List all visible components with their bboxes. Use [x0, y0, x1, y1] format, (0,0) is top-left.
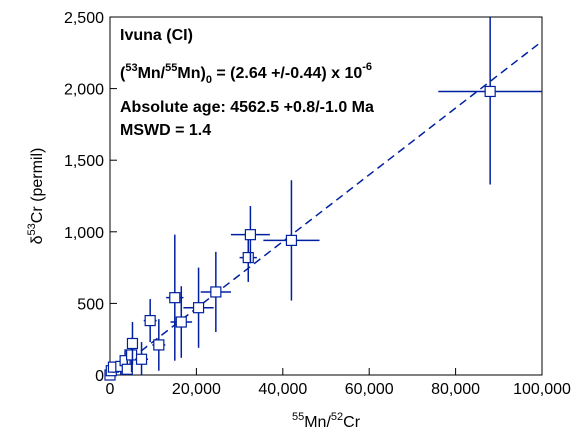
point-marker: [121, 363, 133, 375]
x-tick-labels: 0 20,000 40,000 60,000 80,000 100,000: [106, 381, 571, 398]
x-tick-label: 100,000: [513, 381, 571, 398]
y-tick-labels: 0 500 1,000 1,500 2,000 2,500: [64, 10, 104, 385]
point-marker: [210, 286, 222, 298]
x-axis-label: 55Mn/52Cr: [292, 411, 361, 431]
ratio-annotation: (53Mn/55Mn)0 = (2.64 +/-0.44) x 10-6: [120, 61, 372, 86]
data-point: [438, 17, 542, 185]
point-marker: [125, 349, 138, 361]
data-point: [200, 251, 231, 333]
data-point: [143, 299, 157, 343]
data-point: [263, 180, 320, 301]
y-tick-label: 1,000: [64, 225, 104, 242]
data-point: [230, 206, 270, 264]
data-point: [170, 286, 193, 358]
data-point: [183, 267, 214, 348]
point-marker: [192, 302, 205, 314]
age-annotation: Absolute age: 4562.5 +0.8/-1.0 Ma: [120, 99, 374, 116]
point-marker: [144, 314, 156, 327]
data-point: [239, 233, 257, 282]
x-tick-label: 40,000: [258, 381, 307, 398]
y-axis-label: δ53Cr (permil): [26, 148, 46, 245]
point-marker: [135, 353, 148, 365]
y-tick-label: 0: [95, 368, 104, 385]
y-tick-label: 1,500: [64, 153, 104, 170]
y-tick-label: 2,500: [64, 10, 104, 27]
point-marker: [242, 251, 254, 264]
point-marker: [175, 316, 187, 328]
y-tick-label: 2,000: [64, 82, 104, 99]
x-tick-label: 20,000: [172, 381, 221, 398]
y-tick-label: 500: [77, 296, 104, 313]
point-marker: [169, 292, 181, 304]
point-marker: [126, 337, 139, 350]
point-marker: [153, 339, 165, 351]
x-tick-label: 0: [106, 381, 115, 398]
point-marker: [484, 85, 496, 98]
point-marker: [244, 229, 256, 241]
x-tick-label: 60,000: [345, 381, 394, 398]
data-points: [104, 17, 542, 381]
sample-title: Ivuna (CI): [120, 27, 193, 44]
x-tick-label: 80,000: [431, 381, 480, 398]
point-marker: [285, 234, 298, 246]
data-point: [126, 322, 139, 365]
mswd-annotation: MSWD = 1.4: [120, 122, 211, 139]
data-point: [152, 319, 166, 371]
data-point: [135, 342, 149, 375]
